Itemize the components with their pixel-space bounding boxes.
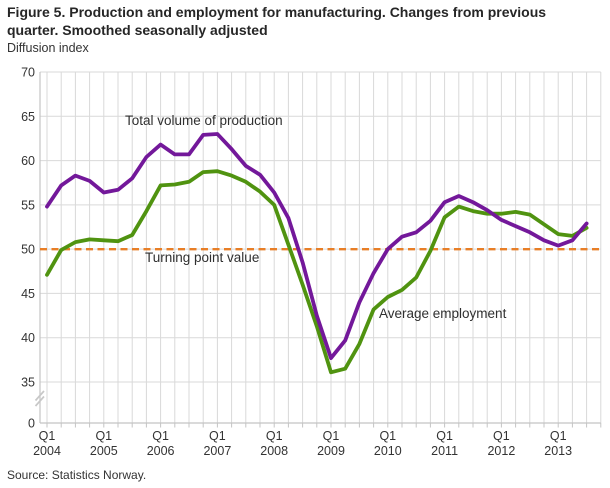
x-tick-quarter: Q1 bbox=[152, 429, 169, 443]
gridlines bbox=[40, 71, 602, 423]
y-tick-label: 40 bbox=[21, 331, 35, 345]
y-tick-label: 65 bbox=[21, 110, 35, 124]
x-tick-quarter: Q1 bbox=[436, 429, 453, 443]
y-tick-label: 70 bbox=[21, 66, 35, 80]
y-tick-label: 35 bbox=[21, 375, 35, 389]
axis-break-icon bbox=[34, 390, 45, 407]
y-tick-label: 50 bbox=[21, 243, 35, 257]
x-tick-quarter: Q1 bbox=[323, 429, 340, 443]
employment-line bbox=[45, 169, 589, 375]
x-tick-quarter: Q1 bbox=[550, 429, 567, 443]
y-tick-label: 55 bbox=[21, 198, 35, 212]
y-tick-label: 60 bbox=[21, 154, 35, 168]
x-tick-quarter: Q1 bbox=[379, 429, 396, 443]
x-tick-year: 2009 bbox=[317, 444, 345, 458]
y-axis-unit-label: Diffusion index bbox=[7, 41, 89, 55]
x-tick-year: 2013 bbox=[544, 444, 572, 458]
x-tick-year: 2005 bbox=[90, 444, 118, 458]
x-tick-year: 2012 bbox=[487, 444, 515, 458]
x-tick-year: 2007 bbox=[203, 444, 231, 458]
x-tick-year: 2008 bbox=[260, 444, 288, 458]
y-tick-label-zero: 0 bbox=[28, 417, 35, 431]
turning-point-label: Turning point value bbox=[145, 250, 260, 265]
x-tick-labels: Q12004Q12005Q12006Q12007Q12008Q12009Q120… bbox=[33, 429, 572, 458]
x-tick-quarter: Q1 bbox=[266, 429, 283, 443]
y-tick-label: 45 bbox=[21, 287, 35, 301]
production-series-label: Total volume of production bbox=[125, 113, 283, 128]
x-tick-year: 2011 bbox=[431, 444, 458, 458]
axes bbox=[34, 72, 602, 428]
x-tick-year: 2006 bbox=[147, 444, 175, 458]
figure-title: Figure 5. Production and employment for … bbox=[7, 4, 547, 38]
x-tick-quarter: Q1 bbox=[95, 429, 112, 443]
x-tick-quarter: Q1 bbox=[209, 429, 226, 443]
x-tick-quarter: Q1 bbox=[39, 429, 56, 443]
production-line bbox=[45, 132, 589, 361]
employment-series-label: Average employment bbox=[379, 306, 507, 321]
y-tick-labels: 70 65 60 55 50 45 40 35 0 bbox=[21, 66, 35, 431]
x-tick-year: 2004 bbox=[33, 444, 61, 458]
source-note: Source: Statistics Norway. bbox=[7, 468, 147, 482]
x-tick-quarter: Q1 bbox=[493, 429, 510, 443]
x-tick-year: 2010 bbox=[374, 444, 402, 458]
